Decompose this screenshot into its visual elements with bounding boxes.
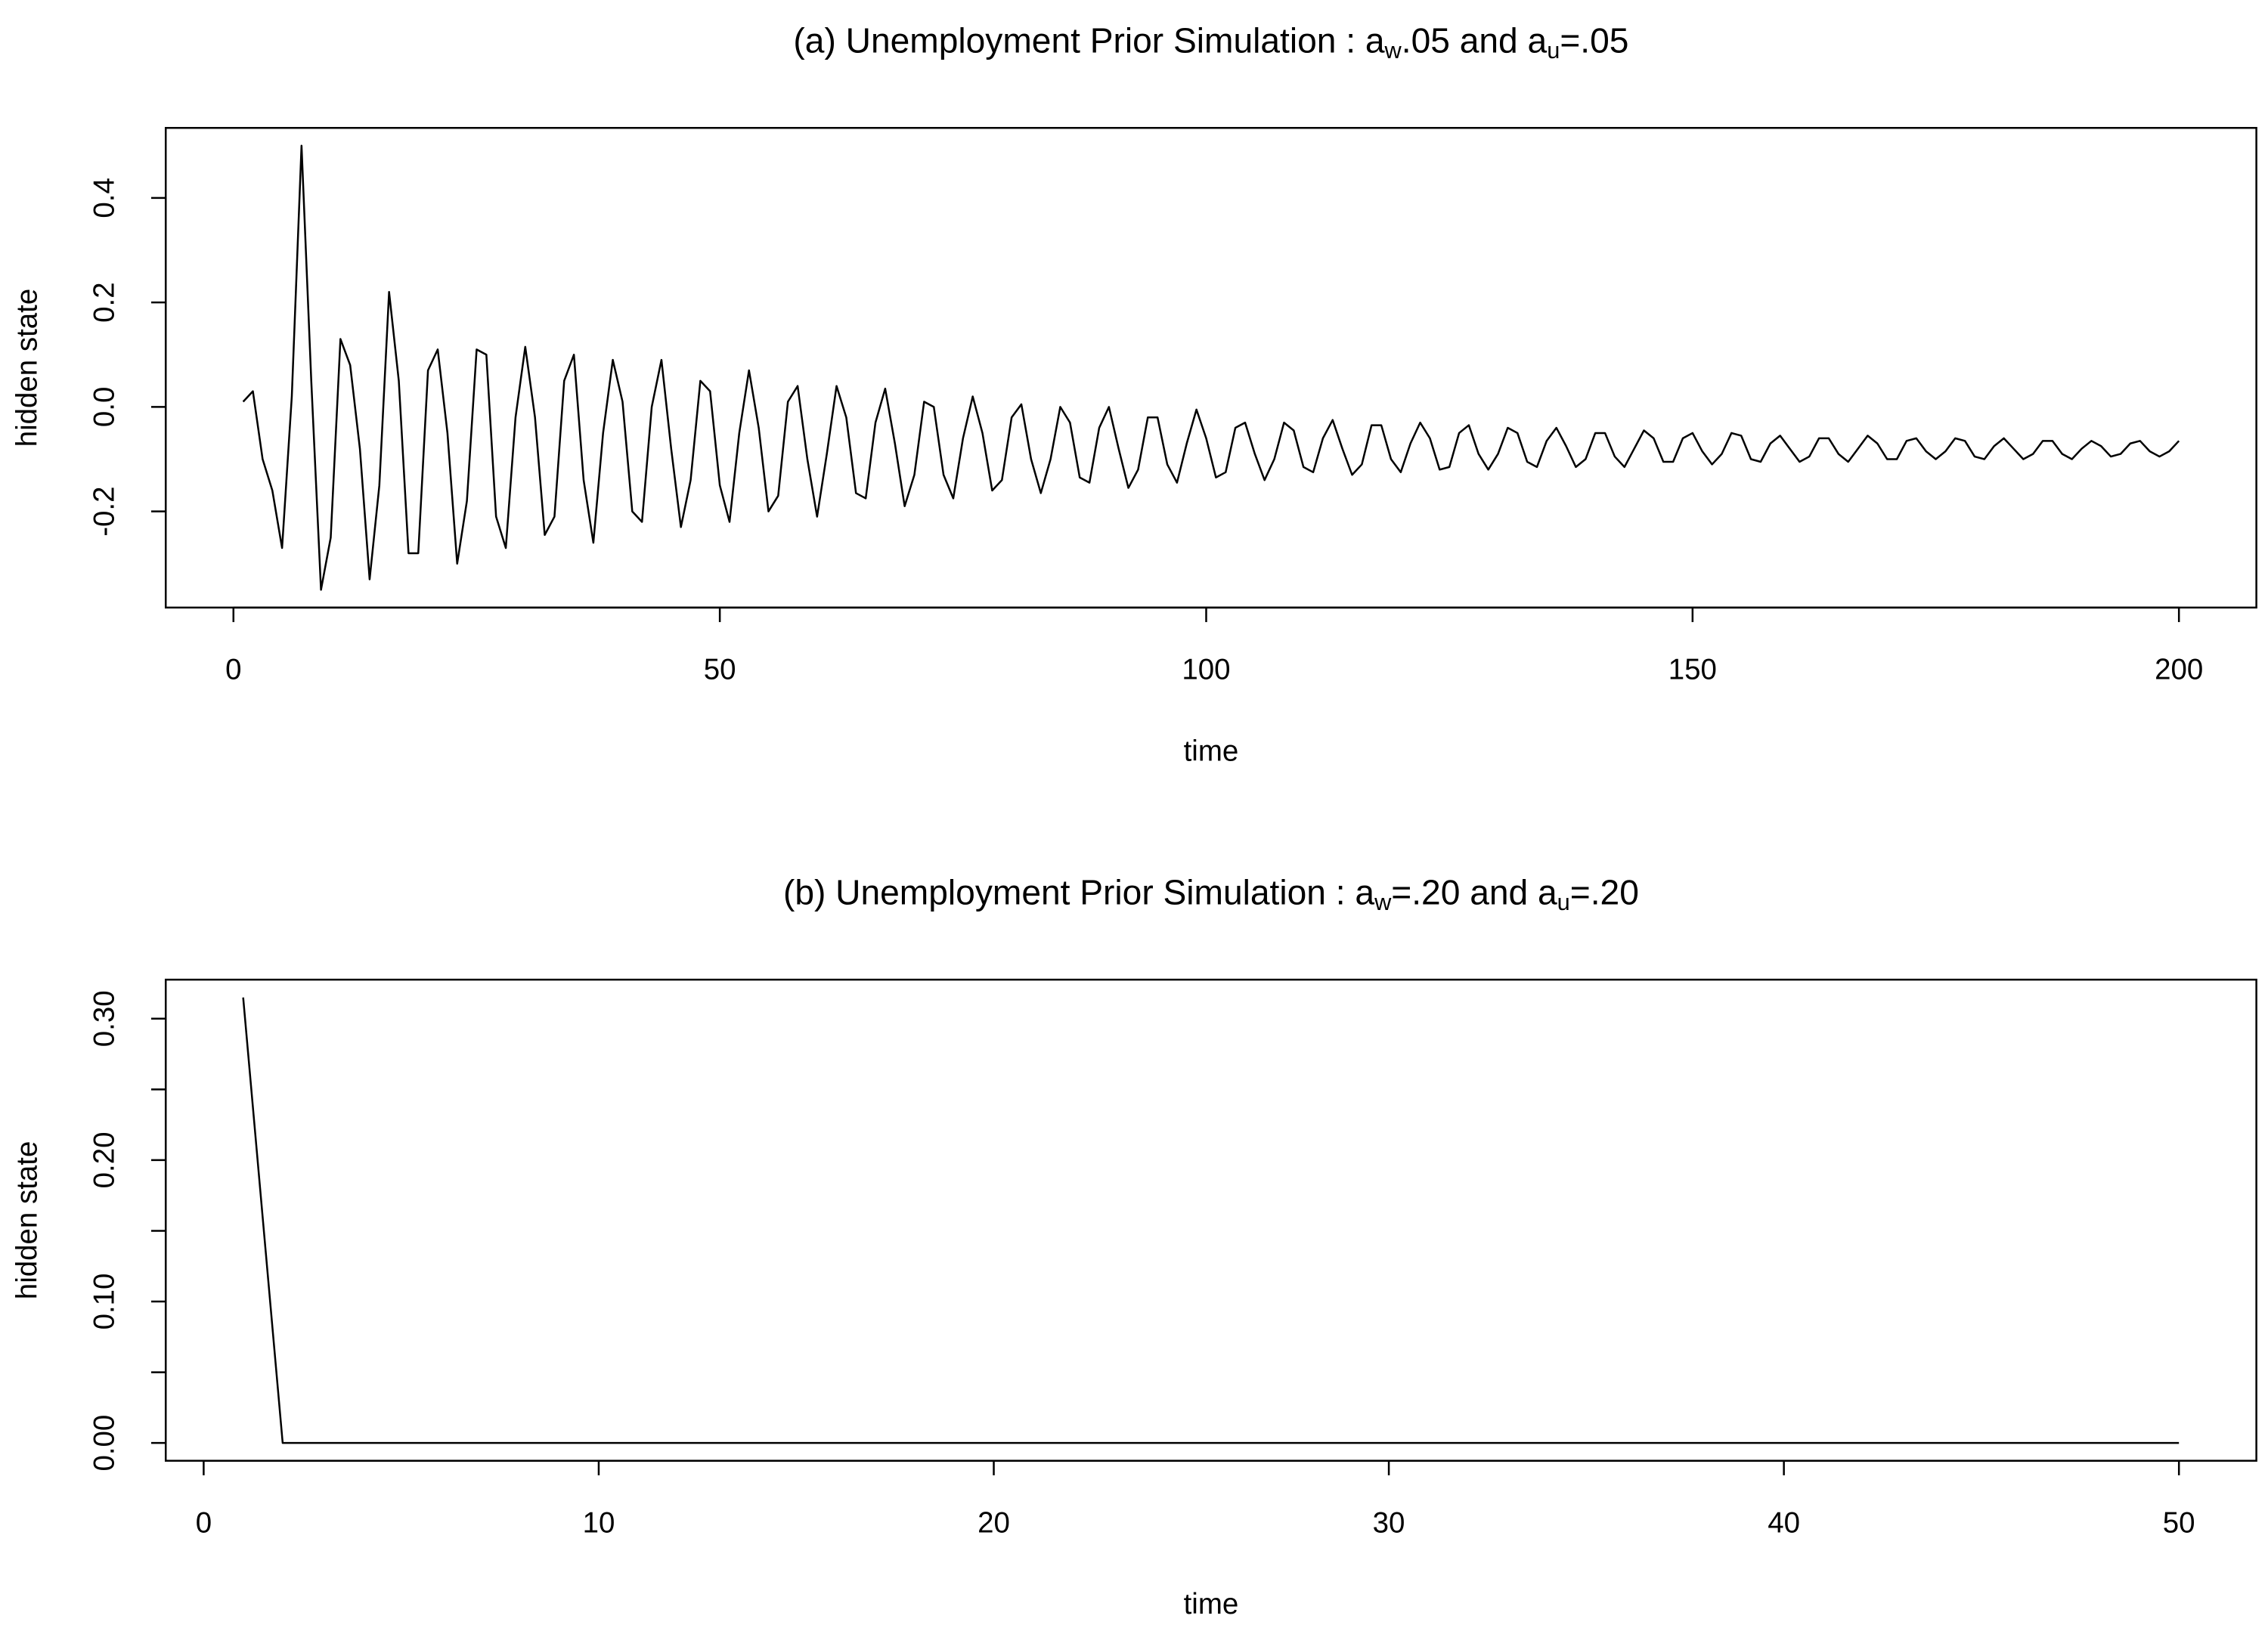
title-subscript: u xyxy=(1557,889,1570,915)
x-axis-label: time xyxy=(1184,1588,1239,1620)
y-axis-label: hidden state xyxy=(11,1141,44,1300)
y-tick-label: 0.10 xyxy=(88,1274,121,1330)
chart-title: (a) Unemployment Prior Simulation : aw.0… xyxy=(793,21,1628,63)
x-tick-label: 0 xyxy=(196,1506,212,1539)
x-tick-label: 10 xyxy=(583,1506,615,1539)
y-tick-label: 0.4 xyxy=(88,178,121,218)
y-tick-label: 0.2 xyxy=(88,282,121,322)
data-line xyxy=(242,144,2180,591)
x-tick-label: 30 xyxy=(1373,1506,1405,1539)
chart-title: (b) Unemployment Prior Simulation : aw=.… xyxy=(783,873,1639,915)
x-axis-label: time xyxy=(1184,735,1239,767)
title-text: (a) Unemployment Prior Simulation : a xyxy=(793,21,1384,60)
x-tick-label: 50 xyxy=(704,654,736,686)
title-text: =.20 and a xyxy=(1391,873,1557,912)
title-subscript: w xyxy=(1384,37,1402,63)
x-tick-label: 150 xyxy=(1668,654,1717,686)
title-text: =.05 xyxy=(1560,21,1628,60)
title-text: .05 and a xyxy=(1402,21,1548,60)
x-tick-label: 0 xyxy=(225,654,241,686)
y-tick-label: 0.0 xyxy=(88,387,121,427)
x-tick-label: 50 xyxy=(2163,1506,2195,1539)
y-axis-label: hidden state xyxy=(11,289,44,447)
title-subscript: u xyxy=(1547,37,1560,63)
plot-frame xyxy=(164,978,2257,1462)
plot-frame xyxy=(164,126,2257,609)
x-tick-label: 100 xyxy=(1182,654,1230,686)
title-text: =.20 xyxy=(1570,873,1639,912)
y-tick-label: 0.30 xyxy=(88,990,121,1047)
y-tick-label: 0.20 xyxy=(88,1131,121,1188)
title-text: (b) Unemployment Prior Simulation : a xyxy=(783,873,1374,912)
x-tick-label: 20 xyxy=(978,1506,1010,1539)
data-line xyxy=(242,997,2180,1444)
y-tick-label: 0.00 xyxy=(88,1415,121,1472)
x-tick-label: 200 xyxy=(2155,654,2203,686)
y-tick-label: -0.2 xyxy=(88,487,121,537)
x-tick-label: 40 xyxy=(1768,1506,1800,1539)
title-subscript: w xyxy=(1374,889,1392,915)
